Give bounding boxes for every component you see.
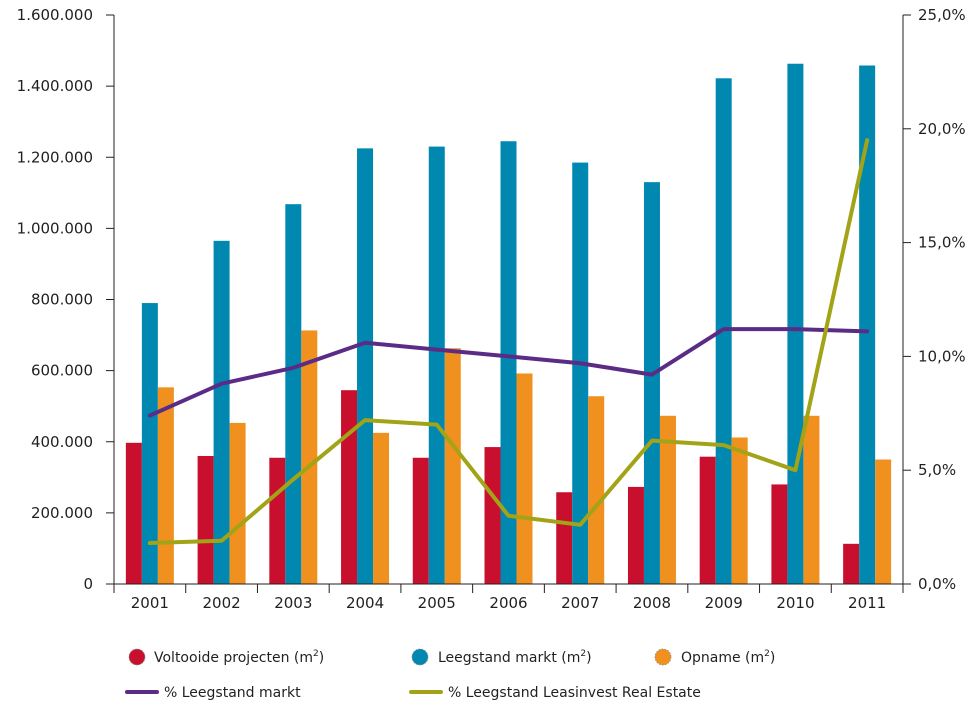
legend-label-voltooide: Voltooide projecten (m	[154, 650, 313, 666]
bar-voltooide-2004	[341, 390, 358, 584]
bar-leegstand-markt-bar-2011	[859, 65, 876, 584]
bar-leegstand-markt-bar-2006	[500, 141, 517, 584]
legend-item-opname: Opname (m2)	[654, 648, 775, 666]
bar-opname-2003	[301, 330, 318, 584]
bar-opname-2004	[373, 432, 390, 584]
legend-swatch-opname	[654, 648, 672, 666]
legend-sup-leegstand-markt: 2	[580, 649, 586, 659]
bar-opname-2002	[229, 422, 246, 584]
legend-swatch-voltooide	[128, 648, 146, 666]
y-left-tick-label: 200.000	[31, 504, 93, 522]
legend-close-opname: )	[770, 650, 775, 666]
legend: Voltooide projecten (m2) Leegstand markt…	[125, 648, 775, 701]
legend-label-opname: Opname (m	[681, 650, 764, 666]
bar-opname-2010	[803, 415, 820, 584]
axes-layer: 0 200.000 400.000 600.000 800.000 1.000.000 1.…	[17, 6, 966, 612]
bar-voltooide-2003	[269, 457, 286, 584]
y-right-tick-label: 10,0%	[918, 347, 966, 365]
line-pct-leegstand-leasinvest	[147, 138, 870, 546]
y-right-tick-label: 5,0%	[918, 461, 956, 479]
bar-voltooide-2001	[125, 442, 142, 584]
bar-voltooide-2002	[197, 455, 214, 584]
legend-swatch-leegstand-markt	[411, 648, 429, 666]
x-tick-label: 2009	[705, 594, 743, 612]
y-left-tick-label: 1.000.000	[17, 219, 93, 237]
legend-label-pct-leasinvest: % Leegstand Leasinvest Real Estate	[448, 685, 701, 701]
x-tick-label: 2008	[633, 594, 671, 612]
bar-opname-2011	[875, 459, 892, 584]
bar-opname-2001	[157, 387, 174, 584]
x-tick-label: 2004	[346, 594, 384, 612]
legend-item-voltooide: Voltooide projecten (m2)	[128, 648, 324, 666]
x-tick-label: 2011	[848, 594, 886, 612]
svg-text:Voltooide projecten (m2): Voltooide projecten (m2)	[154, 649, 324, 666]
svg-text:Leegstand markt (m2): Leegstand markt (m2)	[438, 649, 592, 666]
y-left-tick-label: 400.000	[31, 433, 93, 451]
bar-opname-2009	[731, 437, 748, 584]
x-tick-label: 2007	[561, 594, 599, 612]
x-tick-label: 2002	[202, 594, 240, 612]
x-tick-label: 2001	[131, 594, 169, 612]
y-right-tick-label: 25,0%	[918, 6, 966, 24]
y-right-tick-label: 20,0%	[918, 120, 966, 138]
legend-close-leegstand-markt: )	[586, 650, 591, 666]
bar-opname-2007	[588, 396, 605, 584]
legend-sup-opname: 2	[764, 649, 770, 659]
bar-voltooide-2005	[412, 457, 429, 584]
y-left-tick-label: 1.200.000	[17, 148, 93, 166]
bar-voltooide-2006	[484, 447, 501, 584]
y-left-tick-label: 1.400.000	[17, 77, 93, 95]
bar-voltooide-2010	[771, 484, 788, 584]
svg-text:Opname (m2): Opname (m2)	[681, 649, 775, 666]
legend-label-pct-markt: % Leegstand markt	[164, 685, 301, 701]
y-left-tick-label: 0	[83, 575, 93, 593]
y-left-tick-label: 1.600.000	[17, 6, 93, 24]
bar-leegstand-markt-bar-2007	[572, 162, 589, 584]
bar-voltooide-2009	[699, 456, 716, 584]
bar-leegstand-markt-bar-2004	[357, 148, 374, 584]
y-left-tick-label: 600.000	[31, 362, 93, 380]
line-pct-leegstand-markt	[147, 327, 870, 418]
legend-label-leegstand-markt: Leegstand markt (m	[438, 650, 580, 666]
y-right-tick-label: 0,0%	[918, 575, 956, 593]
bar-opname-2008	[659, 415, 676, 584]
y-right-tick-label: 15,0%	[918, 234, 966, 252]
bar-leegstand-markt-bar-2001	[141, 303, 158, 584]
legend-sup-voltooide: 2	[313, 649, 319, 659]
bar-leegstand-markt-bar-2003	[285, 204, 302, 584]
bar-leegstand-markt-bar-2008	[643, 182, 660, 585]
bars-layer	[125, 63, 892, 585]
x-tick-label: 2006	[489, 594, 527, 612]
legend-close-voltooide: )	[319, 650, 324, 666]
x-tick-label: 2003	[274, 594, 312, 612]
bar-opname-2005	[444, 348, 461, 584]
x-tick-label: 2010	[776, 594, 814, 612]
legend-item-leegstand-markt: Leegstand markt (m2)	[411, 648, 592, 666]
y-left-tick-label: 800.000	[31, 291, 93, 309]
bar-leegstand-markt-bar-2002	[213, 240, 230, 584]
bar-opname-2006	[516, 373, 533, 584]
legend-item-pct-markt: % Leegstand markt	[125, 685, 301, 701]
bar-voltooide-2011	[843, 543, 860, 584]
bar-voltooide-2008	[627, 486, 644, 584]
bar-voltooide-2007	[556, 492, 573, 584]
x-tick-label: 2005	[418, 594, 456, 612]
bar-leegstand-markt-bar-2010	[787, 63, 804, 584]
bar-leegstand-markt-bar-2005	[428, 146, 445, 585]
lines-layer	[147, 138, 870, 546]
legend-item-pct-leasinvest: % Leegstand Leasinvest Real Estate	[409, 685, 701, 701]
